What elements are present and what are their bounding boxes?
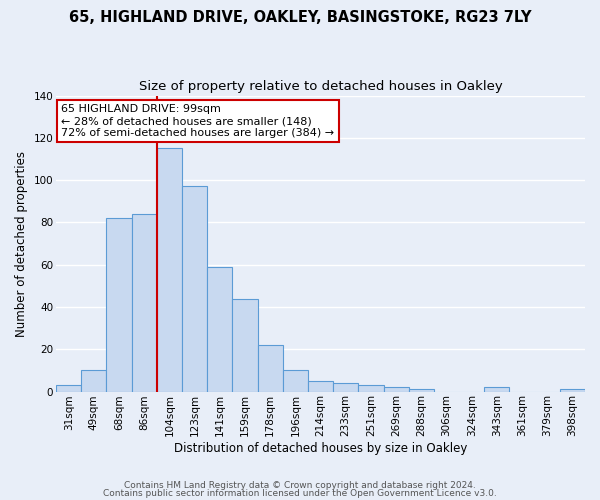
Bar	[81, 370, 106, 392]
Text: 65, HIGHLAND DRIVE, OAKLEY, BASINGSTOKE, RG23 7LY: 65, HIGHLAND DRIVE, OAKLEY, BASINGSTOKE,…	[69, 10, 531, 25]
X-axis label: Distribution of detached houses by size in Oakley: Distribution of detached houses by size …	[174, 442, 467, 455]
Y-axis label: Number of detached properties: Number of detached properties	[15, 150, 28, 336]
Bar	[106, 218, 131, 392]
Bar	[232, 298, 257, 392]
Bar	[257, 345, 283, 392]
Bar	[358, 385, 383, 392]
Bar	[207, 267, 232, 392]
Bar	[283, 370, 308, 392]
Bar	[383, 388, 409, 392]
Title: Size of property relative to detached houses in Oakley: Size of property relative to detached ho…	[139, 80, 502, 93]
Text: 65 HIGHLAND DRIVE: 99sqm
← 28% of detached houses are smaller (148)
72% of semi-: 65 HIGHLAND DRIVE: 99sqm ← 28% of detach…	[61, 104, 334, 138]
Bar	[333, 383, 358, 392]
Bar	[409, 390, 434, 392]
Bar	[484, 388, 509, 392]
Bar	[157, 148, 182, 392]
Bar	[131, 214, 157, 392]
Bar	[56, 385, 81, 392]
Bar	[560, 390, 585, 392]
Text: Contains public sector information licensed under the Open Government Licence v3: Contains public sector information licen…	[103, 488, 497, 498]
Bar	[308, 381, 333, 392]
Bar	[182, 186, 207, 392]
Text: Contains HM Land Registry data © Crown copyright and database right 2024.: Contains HM Land Registry data © Crown c…	[124, 481, 476, 490]
